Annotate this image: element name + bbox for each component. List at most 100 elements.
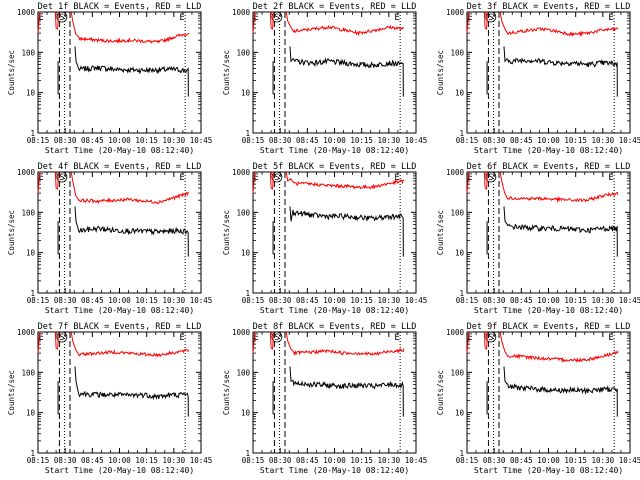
x-tick-label: 10:15 — [564, 456, 587, 465]
start-marker-circle — [56, 331, 68, 343]
panel-det-3: Det 3f BLACK = Events, RED = LLD 1 10 100 10… — [436, 2, 640, 155]
lld-series-line — [466, 171, 619, 203]
y-axis-label: Counts/sec — [7, 210, 16, 255]
x-tick-label: 08:15 — [27, 456, 50, 465]
x-tick-label: 10:00 — [108, 456, 131, 465]
x-tick-label: 08:30 — [483, 136, 506, 145]
y-tick-label: 1000 — [446, 168, 465, 177]
plot-frame — [252, 11, 417, 134]
end-marker-label: E — [467, 13, 472, 23]
y-tick-label: 100 — [236, 48, 250, 57]
y-tick-label: 1000 — [17, 328, 36, 337]
panel-det-7: Det 7f BLACK = Events, RED = LLD 1 10 100 10… — [7, 322, 212, 475]
x-tick-label: 10:30 — [163, 136, 186, 145]
y-tick-label: 1 — [245, 129, 250, 138]
panel-title: Det 5f BLACK = Events, RED = LLD — [253, 162, 417, 172]
start-marker-label: S — [274, 13, 279, 23]
end-marker-label: E — [179, 173, 184, 183]
panel-det-8: Det 8f BLACK = Events, RED = LLD 1 10 100 10… — [222, 322, 427, 475]
x-axis-label: Start Time (20-May-10 08:12:40) — [45, 146, 194, 155]
x-tick-label: 08:45 — [81, 456, 104, 465]
start-marker-circle — [271, 11, 283, 23]
y-tick-label: 10 — [455, 249, 465, 258]
panel-det-5: Det 5f BLACK = Events, RED = LLD 1 10 100 10… — [222, 162, 427, 315]
x-tick-label: 10:30 — [163, 456, 186, 465]
events-series-line — [486, 46, 618, 97]
x-tick-label: 10:15 — [350, 136, 373, 145]
x-tick-label: 08:45 — [296, 456, 319, 465]
y-tick-label: 1000 — [232, 328, 251, 337]
y-axis-label: Counts/sec — [222, 50, 231, 95]
start-marker-label: S — [59, 13, 64, 23]
start-marker-circle — [485, 11, 497, 23]
end-marker-label: E — [467, 173, 472, 183]
x-tick-label: 10:45 — [190, 136, 213, 145]
events-series-line — [272, 366, 404, 417]
start-marker-label: S — [488, 13, 493, 23]
lld-series-line — [37, 331, 190, 358]
x-tick-label: 10:00 — [537, 136, 560, 145]
end-marker-label: E — [394, 333, 399, 343]
x-axis-label: Start Time (20-May-10 08:12:40) — [45, 306, 194, 315]
y-tick-label: 1 — [30, 289, 35, 298]
x-tick-label: 10:30 — [378, 456, 401, 465]
y-tick-label: 10 — [26, 249, 36, 258]
y-axis-label: Counts/sec — [222, 210, 231, 255]
plot-frame — [37, 331, 202, 454]
events-series-line — [57, 206, 189, 257]
x-tick-label: 10:15 — [564, 296, 587, 305]
x-tick-label: 08:15 — [456, 296, 479, 305]
x-tick-label: 08:30 — [483, 456, 506, 465]
x-axis-label: Start Time (20-May-10 08:12:40) — [45, 466, 194, 475]
panel-det-4: Det 4f BLACK = Events, RED = LLD 1 10 100 10… — [7, 162, 212, 315]
x-tick-label: 10:15 — [350, 296, 373, 305]
x-axis-label: Start Time (20-May-10 08:12:40) — [474, 306, 623, 315]
x-tick-label: 08:15 — [456, 456, 479, 465]
lld-series-line — [37, 11, 190, 44]
x-tick-label: 08:45 — [510, 456, 533, 465]
end-marker-label: E — [38, 333, 43, 343]
start-marker-circle — [56, 11, 68, 23]
x-tick-label: 08:45 — [81, 296, 104, 305]
y-tick-label: 100 — [450, 208, 464, 217]
end-marker-label: E — [179, 13, 184, 23]
x-tick-label: 08:45 — [510, 136, 533, 145]
x-tick-label: 08:45 — [296, 296, 319, 305]
x-tick-label: 10:00 — [108, 136, 131, 145]
y-tick-label: 10 — [241, 409, 251, 418]
lld-series-line — [466, 331, 619, 363]
y-tick-label: 1000 — [17, 168, 36, 177]
panel-det-9: Det 9f BLACK = Events, RED = LLD 1 10 100 10… — [436, 322, 640, 475]
y-axis-label: Counts/sec — [436, 210, 445, 255]
start-marker-label: S — [274, 173, 279, 183]
plot-frame — [252, 331, 417, 454]
y-tick-label: 10 — [26, 89, 36, 98]
x-tick-label: 10:15 — [135, 456, 158, 465]
y-axis-label: Counts/sec — [7, 370, 16, 415]
y-tick-label: 10 — [455, 409, 465, 418]
x-tick-label: 10:45 — [619, 456, 640, 465]
x-tick-label: 10:00 — [323, 296, 346, 305]
y-tick-label: 1 — [459, 129, 464, 138]
events-series-line — [486, 206, 618, 257]
x-tick-label: 10:15 — [135, 296, 158, 305]
y-tick-label: 1 — [30, 449, 35, 458]
panel-title: Det 9f BLACK = Events, RED = LLD — [467, 322, 631, 332]
y-tick-label: 1 — [245, 289, 250, 298]
x-tick-label: 08:15 — [242, 136, 265, 145]
x-tick-label: 08:15 — [27, 296, 50, 305]
y-tick-label: 100 — [450, 368, 464, 377]
end-marker-label: E — [38, 173, 43, 183]
y-tick-label: 1 — [30, 129, 35, 138]
end-marker-label: E — [467, 333, 472, 343]
y-axis-label: Counts/sec — [436, 370, 445, 415]
y-tick-label: 1000 — [17, 8, 36, 17]
x-tick-label: 10:45 — [190, 456, 213, 465]
x-tick-label: 08:30 — [54, 296, 77, 305]
y-tick-label: 1000 — [232, 8, 251, 17]
y-tick-label: 1 — [459, 289, 464, 298]
x-tick-label: 10:15 — [564, 136, 587, 145]
panel-det-6: Det 6f BLACK = Events, RED = LLD 1 10 100 10… — [436, 162, 640, 315]
x-tick-label: 08:45 — [510, 296, 533, 305]
y-tick-label: 1 — [459, 449, 464, 458]
